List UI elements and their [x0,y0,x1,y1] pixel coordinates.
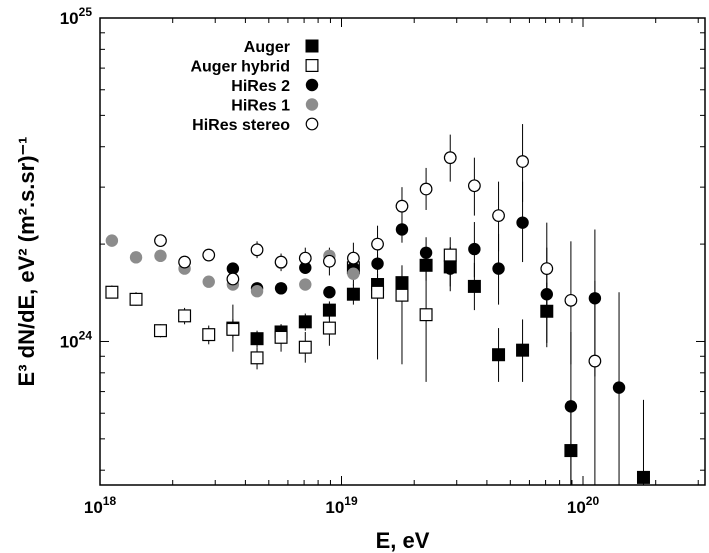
auger-point [516,343,530,357]
hires-stereo-point [419,182,433,196]
plot-frame [99,17,706,486]
auger-point [492,348,506,362]
tick-labels: 1018 1019 1020 1024 1025 [60,5,600,517]
hires-2-point [395,223,409,236]
auger-point [346,287,360,301]
auger-point [564,444,578,458]
hires-stereo-point [443,151,457,165]
auger-hybrid-point [322,321,336,335]
hires-2-point [588,292,602,305]
hires-2-point [468,242,481,256]
hires-stereo-point [346,251,360,265]
auger-point [250,332,264,346]
hires-stereo-point [588,354,602,368]
auger-hybrid-point [202,328,216,342]
auger-hybrid-point [226,322,240,336]
y-tick-label: 1025 [60,5,93,28]
legend-marker-hires-1 [305,98,319,111]
auger-point [419,258,433,272]
y-tick-label: 1024 [60,328,93,351]
auger-point [540,304,554,318]
y-axis-title: E³ dN/dE, eV² (m².s.sr)⁻¹ [14,137,39,387]
legend-label-hires-stereo: HiRes stereo [192,117,290,134]
legend: Auger Auger hybrid HiRes 2 HiRes 1 HiRes ste… [190,39,319,134]
auger-point [636,470,650,484]
hires-1-point [250,285,264,298]
legend-label-auger-hybrid: Auger hybrid [190,59,290,76]
hires-stereo-point [467,179,481,193]
legend-label-hires-2: HiRes 2 [231,78,290,95]
auger-hybrid-point [443,248,457,262]
legend-marker-auger-hybrid [305,58,319,72]
hires-stereo-point [564,293,578,307]
hires-2-point [371,257,384,270]
hires-2-point [323,286,336,299]
hires-2-point [226,262,240,275]
legend-marker-auger [305,39,319,53]
hires-stereo-point [202,248,216,262]
auger-point [467,279,481,293]
x-tick-label: 1018 [84,494,117,517]
hires-stereo-point [322,254,336,268]
auger-hybrid-point [419,308,433,322]
auger-hybrid-point [105,285,119,299]
hires-stereo-point [298,251,312,265]
legend-marker-hires-stereo [305,117,319,131]
hires-1-point [299,278,312,291]
auger-point [395,276,409,290]
axis-ticks [99,17,705,485]
auger-hybrid-point [178,309,192,323]
hires-2-point [516,216,529,229]
legend-label-hires-1: HiRes 1 [231,98,290,115]
auger-hybrid-point [395,288,409,302]
hires-stereo-point [154,234,167,248]
hires-2-point [612,381,626,394]
auger-hybrid-point [371,285,385,299]
hires-2-point [299,261,312,274]
hires-stereo-point [395,199,409,213]
hires-2-point [564,400,578,413]
data-markers [105,151,650,484]
hires-1-point [154,249,167,263]
hires-stereo-point [178,255,191,269]
hires-1-point [129,251,143,264]
legend-label-auger: Auger [244,39,290,56]
hires-stereo-point [274,255,288,269]
legend-marker-hires-2 [305,78,319,92]
hires-2-point [419,246,433,259]
auger-hybrid-point [129,292,143,306]
x-tick-label: 1020 [567,494,600,517]
hires-stereo-point [226,272,240,286]
auger-hybrid-point [250,351,264,365]
hires-2-point [540,288,553,301]
hires-stereo-point [492,209,505,222]
hires-stereo-point [540,262,554,275]
x-tick-label: 1019 [325,494,358,517]
hires-stereo-point [371,237,384,251]
auger-hybrid-point [274,330,288,344]
hires-stereo-point [250,243,264,257]
hires-1-point [202,275,215,288]
x-axis-title: E, eV [376,528,430,553]
auger-point [298,315,312,329]
auger-hybrid-point [153,324,167,338]
hires-2-point [274,282,288,295]
auger-hybrid-point [298,340,312,354]
hires-stereo-point [516,155,529,168]
hires-2-point [444,262,457,275]
hires-1-point [105,234,119,247]
hires-1-point [347,267,360,280]
hires-2-point [492,262,505,275]
auger-point [322,303,336,317]
